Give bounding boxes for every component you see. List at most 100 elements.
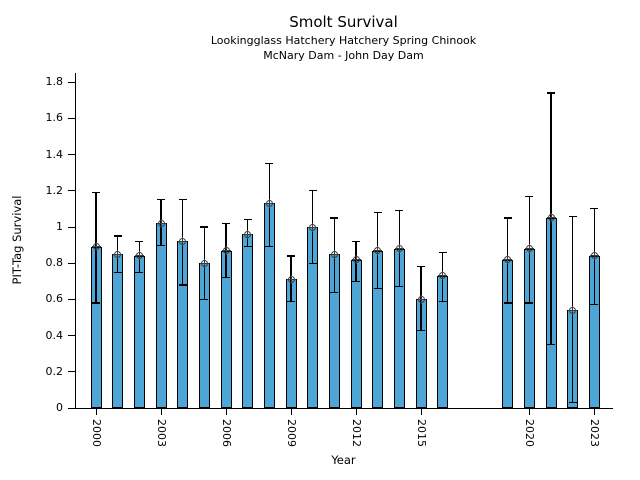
error-cap-top — [287, 255, 296, 257]
error-cap-bottom — [438, 300, 447, 302]
error-cap-bottom — [503, 302, 512, 304]
x-tick-mark — [160, 409, 162, 415]
x-tick-mark — [593, 409, 595, 415]
x-tick-label: 2015 — [414, 419, 428, 447]
marker-cross-v — [377, 246, 379, 256]
chart-title: Smolt Survival — [289, 13, 398, 31]
error-cap-top — [265, 163, 274, 165]
marker-cross-v — [507, 255, 509, 265]
error-cap-bottom — [178, 284, 187, 286]
error-cap-top — [157, 199, 165, 201]
marker-cross-v — [442, 271, 444, 281]
y-tick-mark — [68, 190, 75, 192]
y-tick-label: 0 — [56, 401, 63, 414]
error-cap-bottom — [243, 246, 252, 248]
marker-cross-v — [312, 222, 314, 232]
y-tick-label: 0.8 — [45, 256, 64, 270]
x-tick-label: 2020 — [522, 419, 536, 447]
y-tick-label: 1.6 — [45, 111, 64, 125]
y-tick-label: 0.2 — [45, 364, 64, 378]
error-cap-top — [222, 222, 231, 224]
marker-cross-v — [95, 242, 97, 252]
x-tick-mark — [528, 409, 530, 415]
error-cap-bottom — [222, 277, 231, 279]
error-cap-bottom — [525, 302, 534, 304]
marker-cross-v — [355, 255, 357, 265]
marker-cross-v — [117, 249, 119, 259]
error-cap-top — [352, 240, 361, 243]
bar-2003 — [155, 223, 167, 408]
error-cap-top — [200, 226, 209, 228]
bar-2007 — [242, 234, 254, 408]
y-tick-label: 0.6 — [45, 292, 64, 306]
y-tick-mark — [68, 262, 75, 264]
error-cap-top — [417, 266, 426, 268]
y-tick-label: 0.4 — [45, 328, 64, 342]
error-cap-top — [330, 217, 339, 219]
marker-cross-v — [290, 274, 292, 284]
error-cap-bottom — [330, 291, 339, 293]
y-tick-mark — [68, 117, 75, 119]
x-tick-label: 2003 — [154, 419, 168, 447]
y-tick-label: 1.2 — [45, 183, 64, 197]
marker-cross-v — [550, 213, 552, 223]
error-cap-top — [373, 211, 382, 214]
marker-cross-v — [138, 251, 140, 261]
error-cap-top — [395, 210, 404, 212]
error-cap-bottom — [395, 286, 404, 288]
error-cap-bottom — [373, 287, 382, 290]
x-tick-label: 2012 — [349, 419, 363, 447]
marker-cross-v — [182, 236, 184, 246]
y-tick-label: 1.4 — [45, 147, 64, 161]
y-tick-mark — [68, 81, 75, 83]
marker-cross-v — [160, 218, 162, 228]
error-cap-bottom — [352, 280, 361, 282]
error-cap-top — [243, 219, 252, 221]
x-tick-label: 2023 — [587, 419, 601, 447]
error-cap-bottom — [417, 329, 426, 331]
marker-cross-v — [528, 244, 530, 254]
marker-cross-v — [398, 244, 400, 254]
y-tick-label: 1 — [56, 220, 63, 233]
error-cap-top — [568, 215, 577, 217]
marker-cross-v — [593, 251, 595, 261]
chart-subtitle-line1: Lookingglass Hatchery Hatchery Spring Ch… — [210, 34, 477, 47]
error-cap-top — [113, 235, 122, 237]
error-cap-bottom — [200, 298, 209, 300]
x-tick-mark — [290, 409, 292, 415]
marker-cross-v — [268, 198, 270, 208]
marker-cross-v — [247, 229, 249, 239]
error-cap-top — [92, 192, 100, 194]
error-cap-bottom — [590, 304, 599, 306]
bar-2001 — [112, 254, 124, 408]
y-axis-label: PIT-Tag Survival — [10, 195, 24, 285]
error-cap-bottom — [113, 271, 122, 273]
error-cap-top — [503, 217, 512, 219]
error-cap-top — [438, 251, 447, 253]
error-cap-top — [525, 195, 534, 197]
x-tick-label: 2000 — [89, 419, 103, 447]
error-cap-bottom — [157, 244, 165, 246]
error-cap-bottom — [547, 344, 556, 346]
error-cap-bottom — [265, 246, 274, 248]
error-cap-top — [135, 240, 144, 243]
x-tick-mark — [225, 409, 227, 415]
y-tick-mark — [68, 335, 75, 337]
error-cap-bottom — [92, 302, 100, 304]
x-tick-mark — [95, 409, 97, 415]
y-tick-label: 1.8 — [45, 75, 64, 89]
y-tick-mark — [68, 226, 75, 228]
y-tick-mark — [68, 298, 75, 300]
marker-cross-v — [225, 246, 227, 256]
y-tick-mark — [68, 154, 75, 156]
marker-cross-v — [203, 258, 205, 268]
error-cap-top — [590, 208, 599, 210]
error-cap-bottom — [568, 401, 577, 404]
error-cap-bottom — [135, 271, 144, 273]
x-tick-mark — [355, 409, 357, 415]
error-cap-top — [308, 190, 317, 192]
x-tick-mark — [420, 409, 422, 415]
x-tick-label: 2009 — [284, 419, 298, 447]
y-tick-mark — [68, 371, 75, 373]
